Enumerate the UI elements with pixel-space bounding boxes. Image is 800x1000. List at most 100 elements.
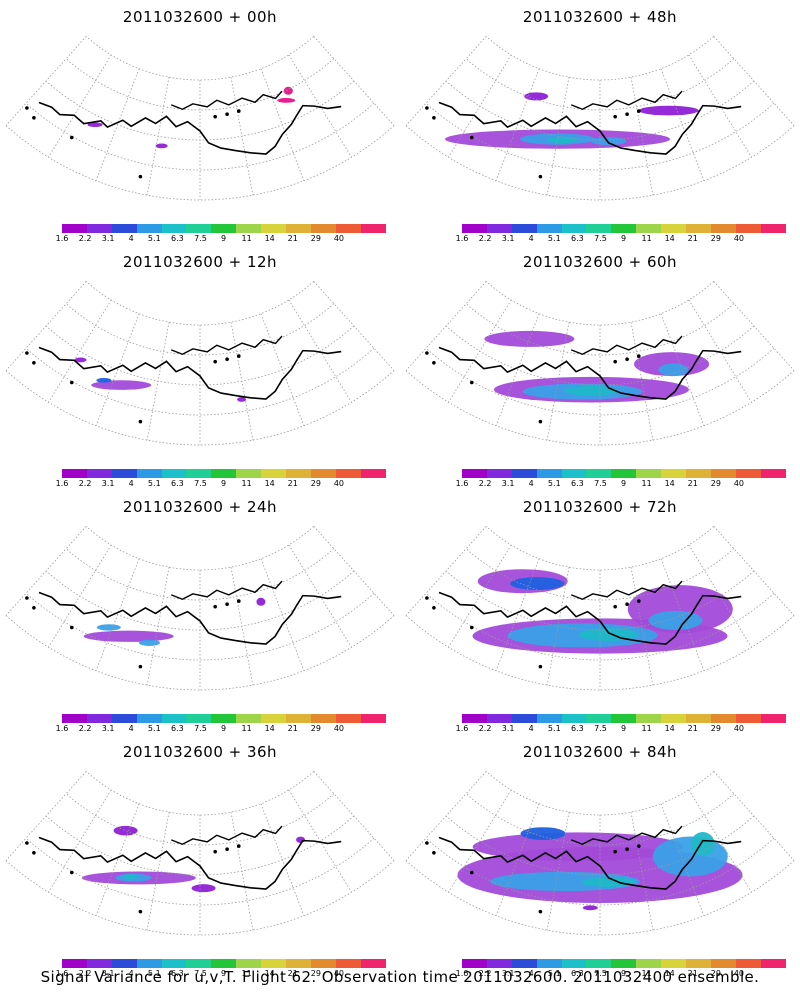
panel-title: 2011032600 + 72h bbox=[522, 498, 678, 516]
colorbar-tick-label: 21 bbox=[687, 234, 698, 243]
colorbar-segment bbox=[136, 224, 162, 233]
island bbox=[636, 354, 641, 358]
island bbox=[32, 605, 36, 610]
colorbar-segment bbox=[486, 959, 512, 968]
colorbar-segment bbox=[686, 959, 711, 968]
colorbar-tick-label: 6.3 bbox=[171, 724, 184, 733]
colorbar-tick-label: 14 bbox=[264, 479, 275, 488]
longitude-line bbox=[660, 68, 705, 181]
island bbox=[538, 909, 543, 914]
island bbox=[213, 114, 217, 119]
longitude-line bbox=[313, 771, 395, 861]
coastlines bbox=[425, 580, 742, 669]
colorbar-segment bbox=[760, 714, 786, 723]
island bbox=[32, 850, 36, 855]
colorbar-segment bbox=[586, 469, 612, 478]
colorbar-segment bbox=[561, 959, 587, 968]
colorbar-segment bbox=[111, 469, 137, 478]
map-panel-60h: 2011032600 + 60h 1.6 2.2 3.1 4 5.1 6.3 7.5 9 11 1… bbox=[400, 245, 800, 490]
colorbar-segment bbox=[462, 224, 487, 233]
colorbar-segment bbox=[236, 469, 262, 478]
coastline bbox=[438, 346, 742, 400]
island bbox=[469, 380, 474, 385]
colorbar-segment bbox=[686, 714, 711, 723]
colorbar-segment bbox=[286, 469, 311, 478]
colorbar-tick-label: 1.6 bbox=[55, 724, 69, 733]
island bbox=[213, 359, 217, 364]
longitude-line bbox=[146, 567, 170, 686]
colorbar-segment bbox=[511, 224, 537, 233]
colorbar bbox=[62, 959, 386, 968]
longitude-line bbox=[546, 322, 570, 441]
colorbar-tick-label: 21 bbox=[687, 724, 698, 733]
colorbar-tick-label: 1.6 bbox=[55, 969, 69, 978]
island bbox=[636, 109, 641, 113]
colorbar-tick-label: 7.5 bbox=[594, 479, 607, 488]
polar-map bbox=[5, 36, 395, 201]
island bbox=[469, 870, 474, 875]
colorbar-tick-label: 6.3 bbox=[571, 724, 584, 733]
longitude-line bbox=[230, 567, 254, 686]
variance-contour bbox=[590, 137, 627, 146]
colorbar-segment bbox=[611, 224, 637, 233]
colorbar-segment bbox=[261, 469, 287, 478]
colorbar-tick-label: 40 bbox=[733, 724, 745, 733]
island bbox=[432, 605, 436, 610]
colorbar-labels: 1.6 2.2 3.1 4 5.1 6.3 7.5 9 11 14 21 29 40 bbox=[456, 724, 762, 734]
island bbox=[432, 850, 436, 855]
map-panel-24h: 2011032600 + 24h 1.6 2.2 3.1 4 5.1 6.3 7.5 9 11 1… bbox=[0, 490, 400, 735]
longitude-line bbox=[448, 299, 512, 403]
colorbar-tick-label: 29 bbox=[310, 969, 321, 978]
longitude-line bbox=[260, 558, 305, 671]
colorbar-segment bbox=[462, 959, 487, 968]
longitude-line bbox=[495, 313, 540, 426]
longitude-line bbox=[313, 36, 395, 126]
latitude-line bbox=[85, 281, 315, 326]
colorbar-tick-label: 14 bbox=[264, 234, 275, 243]
colorbar-tick-label: 4 bbox=[528, 724, 534, 733]
colorbar-segment bbox=[136, 959, 162, 968]
variance-contour bbox=[658, 363, 689, 377]
variance-contour bbox=[91, 380, 152, 390]
polar-map bbox=[405, 36, 795, 201]
colorbar-segment bbox=[186, 469, 212, 478]
colorbar-tick-label: 40 bbox=[733, 234, 745, 243]
colorbar-segment bbox=[486, 224, 512, 233]
variance-field bbox=[445, 92, 699, 149]
latitude-line bbox=[85, 771, 315, 816]
latitude-line bbox=[425, 347, 775, 416]
latitude-line bbox=[485, 526, 715, 571]
longitude-line bbox=[688, 544, 752, 648]
colorbar-segment bbox=[360, 959, 386, 968]
colorbar-tick-label: 9 bbox=[220, 724, 227, 733]
latitude-line bbox=[465, 793, 735, 846]
variance-contour bbox=[510, 577, 565, 590]
island bbox=[538, 174, 543, 179]
colorbar-segment bbox=[710, 469, 736, 478]
island bbox=[69, 135, 74, 140]
longitude-line bbox=[405, 771, 487, 861]
variance-contour bbox=[484, 330, 575, 347]
longitude-line bbox=[230, 322, 254, 441]
map-panel-36h: 2011032600 + 36h 1.6 2.2 3.1 4 5.1 6.3 7.5 9 11 1… bbox=[0, 735, 400, 980]
colorbar-tick-label: 5.1 bbox=[147, 479, 161, 488]
variance-contour bbox=[74, 357, 87, 363]
longitude-line bbox=[288, 789, 352, 893]
island bbox=[469, 625, 474, 630]
longitude-line bbox=[495, 558, 540, 671]
colorbar-tick-label: 29 bbox=[310, 234, 321, 243]
variance-contour bbox=[520, 827, 566, 840]
variance-contour bbox=[87, 122, 103, 128]
colorbar-segment bbox=[236, 714, 262, 723]
latitude-line bbox=[25, 102, 375, 171]
colorbar-tick-label: 7.5 bbox=[594, 969, 607, 978]
variance-contour bbox=[96, 377, 112, 383]
colorbar-tick-label: 3.1 bbox=[101, 724, 115, 733]
colorbar-tick-label: 11 bbox=[641, 969, 652, 978]
variance-field bbox=[87, 86, 296, 149]
colorbar-segment bbox=[186, 224, 212, 233]
latitude-line bbox=[25, 592, 375, 661]
colorbar-tick-label: 29 bbox=[310, 724, 321, 733]
coastline bbox=[38, 836, 342, 890]
island bbox=[213, 849, 217, 854]
